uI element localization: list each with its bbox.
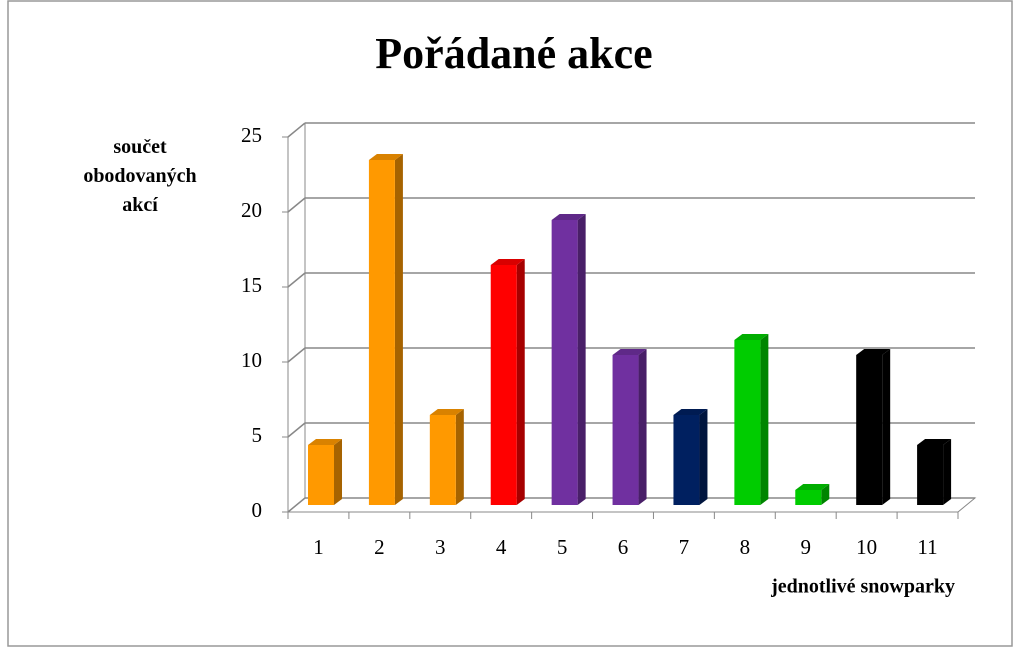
bar [368,160,395,505]
x-axis-label: jednotlivé snowparky [770,576,955,598]
bar [612,355,639,505]
bar-side [334,439,343,505]
x-tick-label: 3 [435,535,446,559]
bar [308,445,335,505]
grid-line [287,197,306,213]
bar-side [455,409,464,505]
bar-side [638,349,647,505]
bar-top [856,349,891,355]
x-tick-label: 1 [313,535,324,559]
bar-top [734,334,769,340]
bar-side [577,214,586,505]
y-tick-label: 15 [241,273,262,297]
bar-side [699,409,708,505]
bar-side [882,349,891,505]
bar-top [429,409,464,415]
bar-top [917,439,952,445]
bar-side [821,484,830,505]
grid-line [287,272,306,288]
bar [551,220,578,505]
bar [490,265,517,505]
grid-line [287,347,306,363]
x-tick-label: 11 [917,535,937,559]
bar-side [760,334,769,505]
bar-top [795,484,830,490]
bar-top [368,154,403,160]
bar-top [490,259,525,265]
x-tick-label: 2 [374,535,385,559]
x-tick-label: 4 [496,535,507,559]
y-tick-label: 25 [241,123,262,147]
bar-top [612,349,647,355]
bar [795,490,822,505]
bar [917,445,944,505]
grid-line [287,422,306,438]
grid-line [287,497,306,513]
x-tick-label: 7 [679,535,690,559]
bar-side [516,259,525,505]
x-tick-label: 5 [557,535,568,559]
x-tick-label: 8 [740,535,751,559]
bar-top [673,409,708,415]
y-tick-label: 5 [252,423,263,447]
bar-top [551,214,586,220]
bar [673,415,700,505]
x-tick-label: 10 [856,535,877,559]
bar [429,415,456,505]
y-tick-label: 0 [252,498,263,522]
y-tick-label: 20 [241,198,262,222]
x-tick-label: 6 [618,535,629,559]
x-tick-label: 9 [800,535,811,559]
bar [856,355,883,505]
chart-title: Pořádané akce [375,29,652,78]
bar [734,340,761,505]
bar-side [394,154,403,505]
y-tick-label: 10 [241,348,262,372]
y-axis-label: součet obodovaných akcí [83,136,196,216]
bar-top [308,439,343,445]
bar-side [943,439,952,505]
grid-line [287,122,306,138]
